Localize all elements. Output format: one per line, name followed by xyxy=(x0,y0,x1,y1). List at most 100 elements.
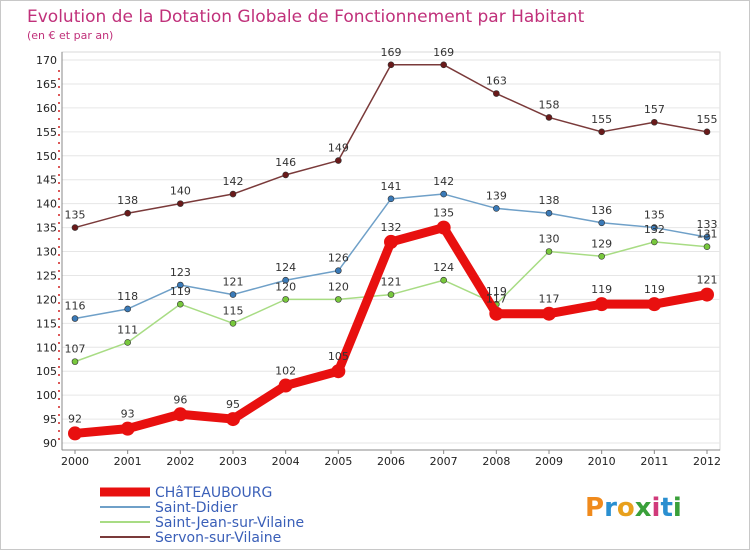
data-label: 92 xyxy=(68,412,82,425)
data-label: 135 xyxy=(644,209,665,222)
x-tick-label: 2006 xyxy=(377,455,405,468)
y-tick-label: 100 xyxy=(36,389,57,402)
data-point xyxy=(545,248,553,255)
x-tick-label: 2012 xyxy=(693,455,721,468)
data-label: 142 xyxy=(433,175,454,188)
data-point xyxy=(703,243,711,251)
legend-label: Servon-sur-Vilaine xyxy=(155,530,281,546)
data-point xyxy=(542,306,556,321)
x-tick-label: 2002 xyxy=(166,455,194,468)
y-tick-label: 140 xyxy=(36,198,57,211)
logo-letter: P xyxy=(585,493,604,523)
series-servon-sur-vilaine xyxy=(71,61,711,231)
y-tick-label: 130 xyxy=(36,246,57,259)
data-point xyxy=(598,128,605,136)
data-point xyxy=(71,224,79,231)
data-point xyxy=(387,195,395,203)
data-point xyxy=(335,157,342,164)
data-label: 169 xyxy=(381,46,402,59)
data-label: 121 xyxy=(697,274,718,287)
data-point xyxy=(335,267,342,274)
x-tick-label: 2003 xyxy=(219,455,247,468)
series-saint-didier xyxy=(71,190,711,322)
data-point xyxy=(489,306,504,321)
data-label: 140 xyxy=(170,185,191,198)
data-label: 120 xyxy=(328,280,349,293)
x-tick-label: 2011 xyxy=(640,455,668,468)
y-tick-label: 115 xyxy=(36,317,57,330)
data-point xyxy=(647,297,662,312)
data-label: 121 xyxy=(381,276,402,289)
series-layer xyxy=(68,61,714,441)
data-point xyxy=(226,412,240,427)
data-point xyxy=(493,90,500,97)
proxiti-logo: Proxiti xyxy=(585,493,682,523)
data-point xyxy=(229,190,237,198)
chart-subtitle: (en € et par an) xyxy=(27,29,113,42)
data-label: 138 xyxy=(539,194,560,207)
legend-label: CHâTEAUBOURG xyxy=(155,485,272,501)
data-point xyxy=(282,296,289,303)
data-point xyxy=(124,305,131,313)
data-label: 158 xyxy=(539,98,560,111)
data-point xyxy=(651,118,658,126)
data-point xyxy=(335,296,342,303)
data-point xyxy=(229,320,237,327)
data-point xyxy=(598,219,605,227)
data-label: 139 xyxy=(486,189,507,202)
data-label: 169 xyxy=(433,46,454,59)
data-label: 105 xyxy=(328,350,349,363)
data-point xyxy=(387,61,395,69)
data-point xyxy=(282,171,289,179)
data-point xyxy=(440,276,447,284)
logo-letter: t xyxy=(660,493,672,523)
logo-letter: r xyxy=(604,493,617,523)
legend-label: Saint-Jean-sur-Vilaine xyxy=(155,515,304,531)
y-tick-label: 160 xyxy=(36,102,57,115)
logo-letter: i xyxy=(652,493,661,523)
data-label: 124 xyxy=(433,261,454,274)
data-point xyxy=(651,238,658,246)
x-tick-label: 2009 xyxy=(535,455,563,468)
legend-label: Saint-Didier xyxy=(155,500,238,516)
y-tick-label: 120 xyxy=(36,293,57,306)
x-tick-label: 2004 xyxy=(272,455,300,468)
data-label: 96 xyxy=(173,393,187,406)
logo-letter: x xyxy=(635,493,652,523)
y-tick-label: 125 xyxy=(36,269,57,282)
y-tick-label: 95 xyxy=(43,413,57,426)
data-label: 136 xyxy=(591,204,612,217)
y-tick-label: 150 xyxy=(36,150,57,163)
data-label: 155 xyxy=(697,113,718,126)
data-point xyxy=(651,224,658,231)
y-tick-label: 155 xyxy=(36,126,57,139)
x-tick-label: 2000 xyxy=(61,455,89,468)
data-point xyxy=(700,287,714,302)
y-tick-label: 105 xyxy=(36,365,57,378)
data-label: 102 xyxy=(275,365,296,378)
y-tick-label: 170 xyxy=(36,54,57,67)
data-label: 116 xyxy=(65,300,86,313)
data-point xyxy=(703,128,711,136)
grid-lines xyxy=(62,59,720,444)
data-label: 132 xyxy=(381,221,402,234)
data-label: 132 xyxy=(644,223,665,236)
x-axis: 2000 2001 2002 2003 2004 2005 2006 2007 2008 2009… xyxy=(61,449,721,468)
data-label: 93 xyxy=(121,408,135,421)
data-label: 138 xyxy=(117,194,138,207)
y-tick-label: 135 xyxy=(36,222,57,235)
data-point xyxy=(545,209,553,217)
x-tick-label: 2001 xyxy=(114,455,142,468)
data-label: 119 xyxy=(486,285,507,298)
x-tick-label: 2010 xyxy=(588,455,616,468)
data-label: 118 xyxy=(117,290,138,303)
data-point xyxy=(440,61,447,69)
data-point xyxy=(282,276,289,284)
logo-letter: i xyxy=(673,493,682,523)
data-label: 123 xyxy=(170,266,191,279)
data-point xyxy=(124,209,131,217)
legend: CHâTEAUBOURGSaint-DidierSaint-Jean-sur-V… xyxy=(100,485,304,546)
series-ch-teaubourg xyxy=(68,220,714,441)
